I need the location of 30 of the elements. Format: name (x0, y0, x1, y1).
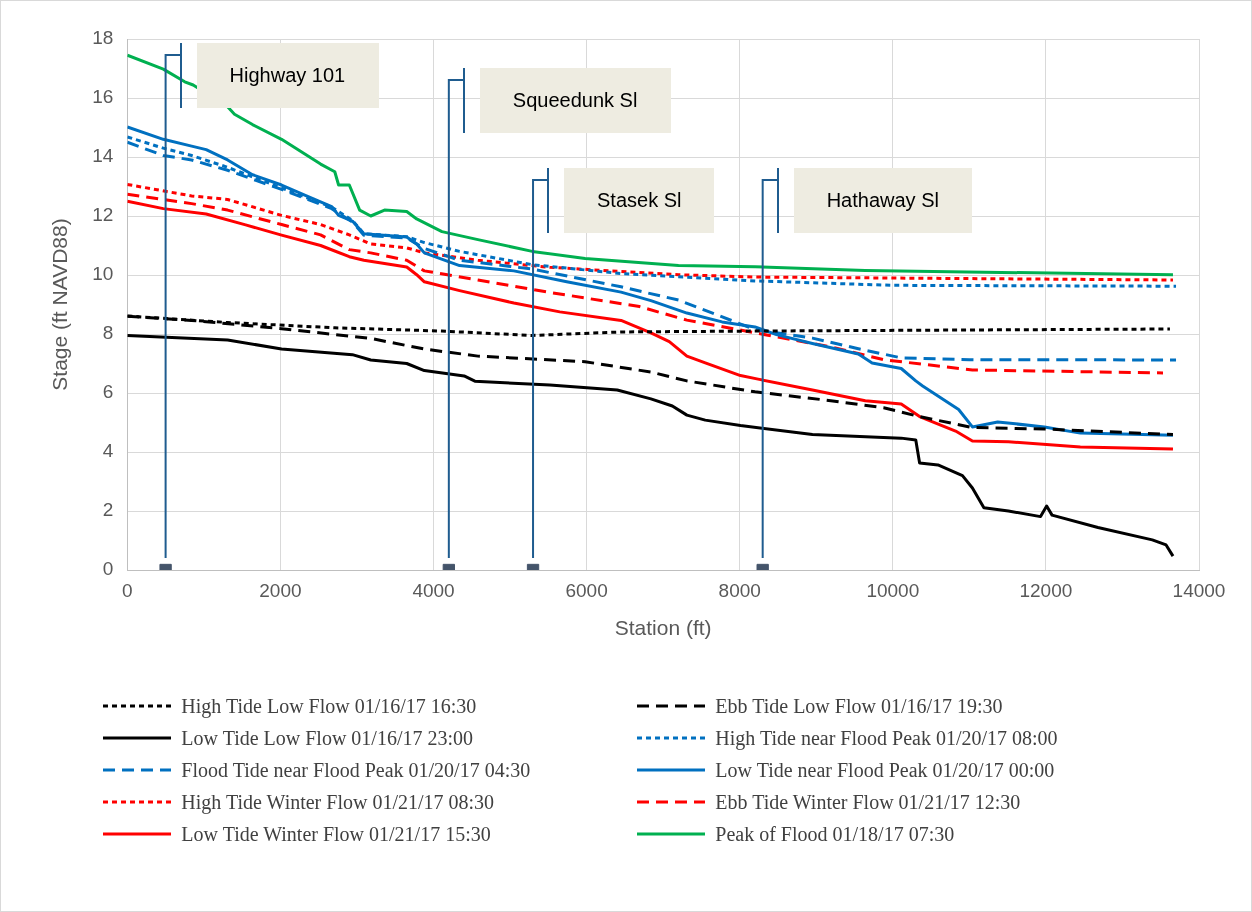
x-tick-label: 4000 (412, 579, 455, 601)
legend-label: Flood Tide near Flood Peak 01/20/17 04:30 (181, 758, 531, 782)
x-tick-label: 6000 (565, 579, 608, 601)
x-axis-title: Station (ft) (614, 616, 712, 640)
legend-label: High Tide Low Flow 01/16/17 16:30 (181, 694, 477, 718)
legend-label: High Tide Winter Flow 01/21/17 08:30 (181, 790, 495, 814)
x-tick-label: 8000 (718, 579, 761, 601)
y-tick-label: 12 (92, 204, 114, 226)
y-tick-label: 10 (92, 263, 114, 285)
y-tick-label: 8 (102, 322, 114, 344)
legend-label: Low Tide Low Flow 01/16/17 23:00 (181, 726, 474, 750)
y-tick-label: 14 (92, 145, 114, 167)
legend-label: Peak of Flood 01/18/17 07:30 (715, 822, 955, 846)
legend-label: Low Tide Winter Flow 01/21/17 15:30 (181, 822, 491, 846)
legend-label: High Tide near Flood Peak 01/20/17 08:00 (715, 726, 1058, 750)
y-tick-label: 6 (102, 381, 114, 403)
legend-label: Ebb Tide Winter Flow 01/21/17 12:30 (715, 790, 1021, 814)
y-tick-label: 0 (102, 558, 114, 580)
legend-label: Low Tide near Flood Peak 01/20/17 00:00 (715, 758, 1055, 782)
legend-label: Ebb Tide Low Flow 01/16/17 19:30 (715, 694, 1003, 718)
x-tick-label: 0 (122, 579, 133, 601)
x-tick-label: 12000 (1019, 579, 1073, 601)
y-tick-label: 18 (92, 27, 114, 49)
x-tick-label: 10000 (866, 579, 920, 601)
x-tick-label: 2000 (259, 579, 302, 601)
y-tick-label: 4 (102, 440, 114, 462)
y-tick-label: 16 (92, 86, 114, 108)
y-axis-title: Stage (ft NAVD88) (48, 218, 72, 391)
x-tick-label: 14000 (1172, 579, 1226, 601)
y-tick-label: 2 (102, 499, 114, 521)
